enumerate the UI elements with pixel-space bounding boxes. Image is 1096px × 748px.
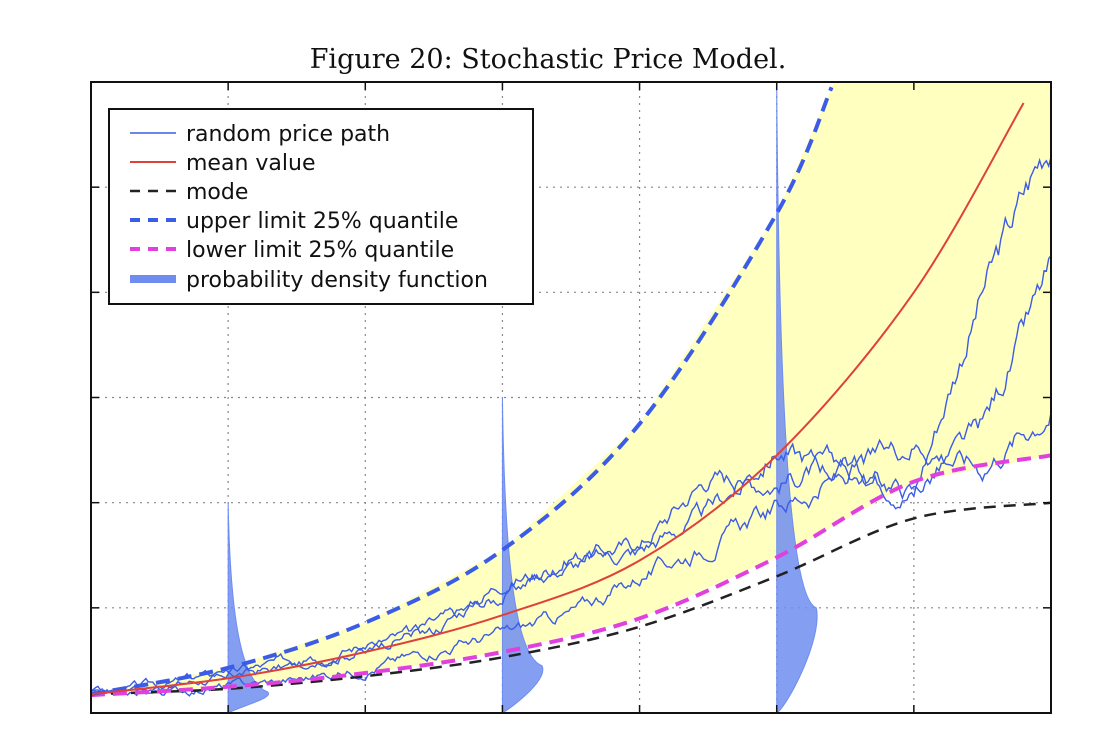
pdf-curve-1 — [501, 397, 544, 713]
figure-title: Figure 20: Stochastic Price Model. — [309, 44, 787, 75]
legend-label-mean: mean value — [186, 151, 315, 176]
legend-label-lower: lower limit 25% quantile — [186, 238, 454, 263]
legend-label-mode: mode — [186, 180, 248, 205]
lower-quantile-curve — [91, 453, 1051, 698]
mode-curve — [91, 501, 1051, 696]
legend-label-pdf: probability density function — [186, 268, 488, 293]
legend-box — [108, 108, 534, 305]
random-price-path-1 — [91, 255, 1051, 697]
axis-ticks — [91, 82, 1051, 713]
legend-label-upper: upper limit 25% quantile — [186, 209, 458, 234]
legend: random price path mean value mode upper … — [108, 108, 534, 305]
pdf-curve-2 — [776, 82, 818, 713]
legend-label-random-path: random price path — [186, 122, 390, 147]
plot-area — [91, 82, 1051, 713]
quantile-band — [91, 82, 1051, 696]
mean-curve — [91, 102, 1025, 696]
upper-quantile-curve — [91, 86, 834, 697]
random-price-path-0 — [91, 156, 1051, 697]
